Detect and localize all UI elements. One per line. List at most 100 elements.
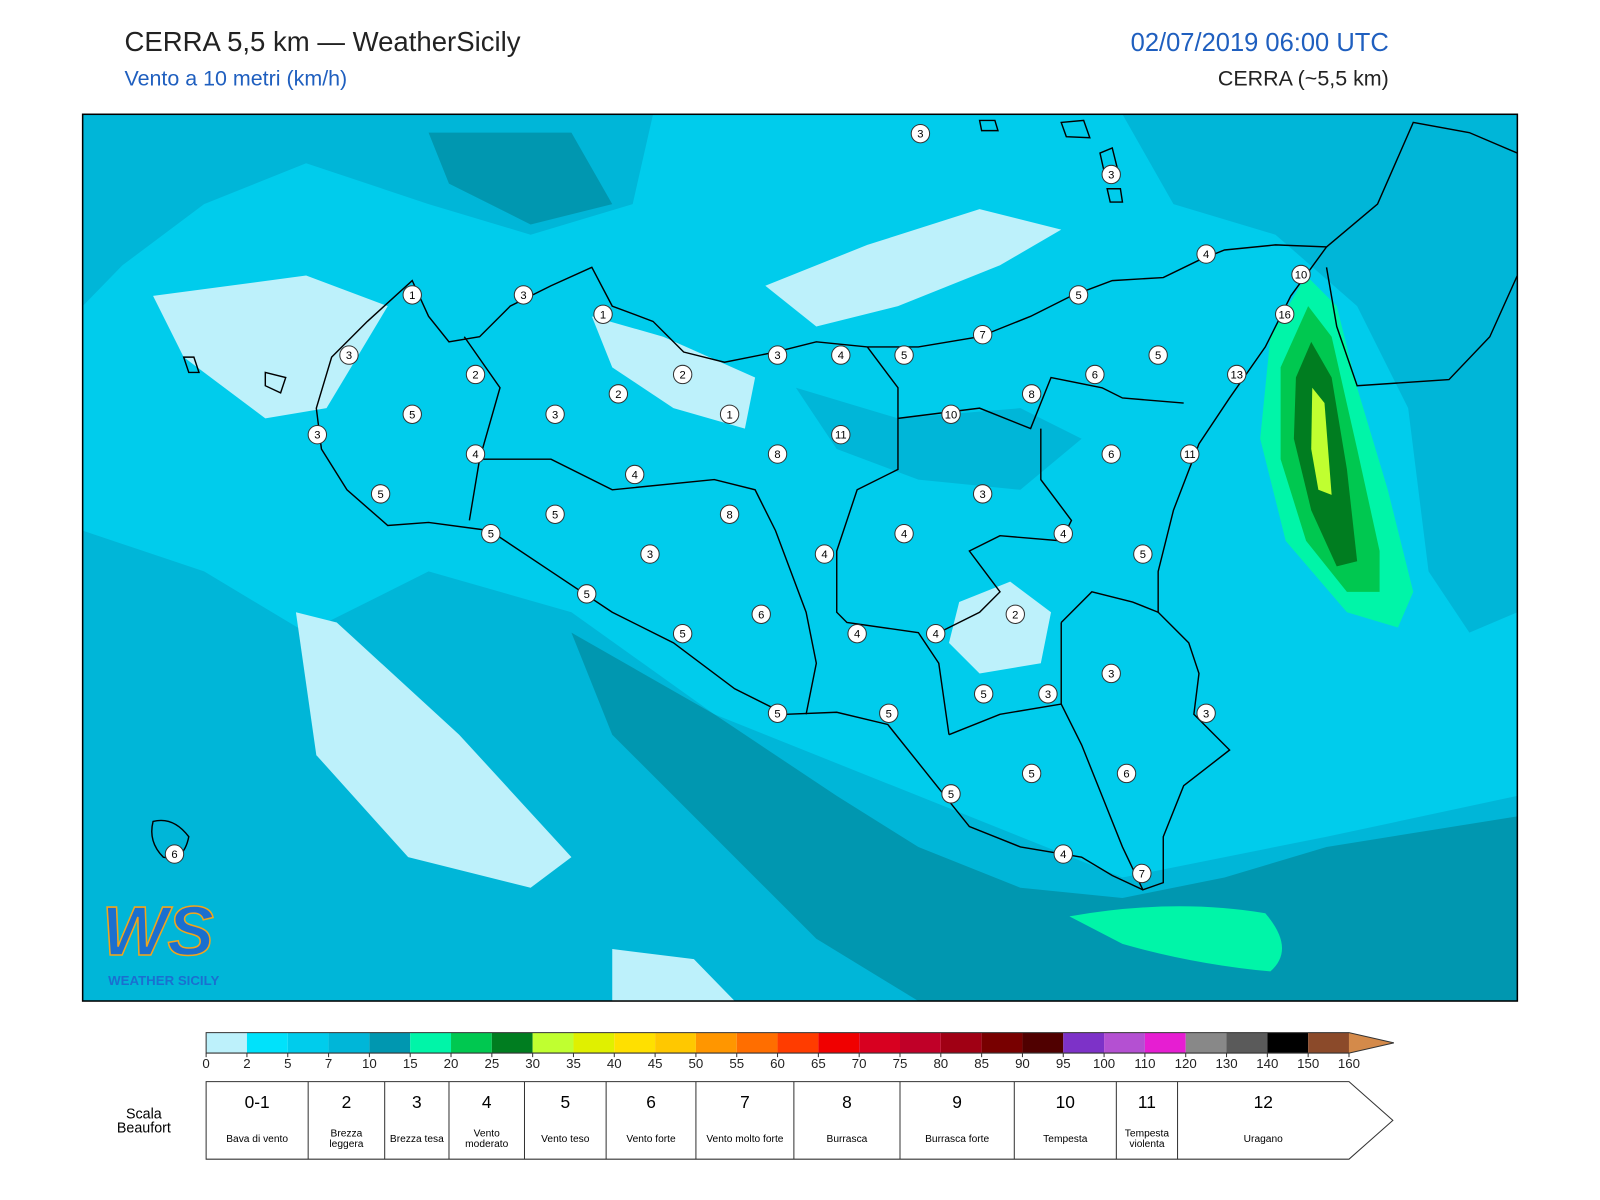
calabria-coast: [1325, 267, 1518, 387]
beaufort-number: 12: [1253, 1092, 1273, 1113]
beaufort-number: 11: [1137, 1092, 1156, 1113]
station-marker: [1085, 364, 1105, 385]
beaufort-label: Uragano: [1243, 1133, 1283, 1145]
beaufort-number: 4: [481, 1092, 492, 1113]
colorbar-tick-label: 20: [444, 1056, 459, 1071]
station-marker: [481, 523, 501, 544]
beaufort-label: Vento moderato: [465, 1128, 509, 1150]
wind-field: WS WEATHER SICILY: [82, 114, 1518, 1002]
station-marker: [972, 484, 993, 504]
station-marker: [831, 424, 851, 445]
station-marker: [767, 703, 788, 723]
station-value: 5: [1029, 768, 1035, 780]
colorbar-swatch: [940, 1032, 982, 1054]
colorbar-swatch: [1308, 1032, 1349, 1054]
colorbar-swatch: [410, 1032, 452, 1054]
station-marker: [972, 324, 993, 345]
beaufort-title: Scala Beaufort: [116, 1105, 171, 1136]
station-marker: [577, 584, 597, 604]
colorbar-tick-label: 80: [933, 1056, 948, 1071]
station-value: 4: [901, 529, 907, 541]
logo: WS WEATHER SICILY: [101, 891, 219, 988]
province-border: [1060, 622, 1144, 891]
field-zone: [82, 571, 225, 919]
colorbar-tick-label: 75: [893, 1056, 908, 1071]
station-value: 7: [980, 330, 986, 342]
station-value: 6: [1108, 449, 1114, 461]
field-zone: [795, 387, 1082, 490]
station-marker: [402, 285, 422, 305]
station-marker: [910, 123, 931, 144]
colorbar-tick-label: 15: [403, 1056, 418, 1071]
colorbar-tick-label: 120: [1175, 1056, 1197, 1071]
beaufort-outline: [205, 1081, 1394, 1160]
station-marker: [370, 484, 391, 504]
field-zone: [948, 581, 1052, 674]
station-marker: [465, 444, 486, 464]
station-marker: [593, 304, 613, 324]
station-marker: [1101, 164, 1121, 185]
station-marker: [1005, 604, 1025, 624]
colorbar-extension: [1348, 1032, 1394, 1054]
field-zone: [612, 948, 735, 1002]
station-value: 3: [1108, 668, 1114, 680]
colorbar-tick-label: 25: [484, 1056, 499, 1071]
colorbar-tick-label: 95: [1056, 1056, 1071, 1071]
station-marker: [672, 623, 693, 644]
colorbar-swatch: [206, 1032, 247, 1054]
field-zone: [1122, 114, 1518, 633]
colorbar-tick-label: 35: [566, 1056, 581, 1071]
station-marker: [894, 523, 914, 544]
station-marker: [941, 404, 961, 424]
colorbar-tick-label: 0: [202, 1056, 209, 1071]
beaufort-number: 3: [412, 1092, 422, 1113]
station-marker: [1274, 304, 1295, 324]
calabria-coast: [1326, 121, 1518, 248]
beaufort-scale: [205, 1081, 1394, 1160]
beaufort-label: Tempesta: [1043, 1133, 1088, 1145]
station-marker: [513, 285, 534, 305]
island: [978, 119, 1124, 203]
field-zone: [295, 612, 572, 888]
station-marker: [1227, 364, 1247, 385]
station-value: 4: [933, 629, 939, 641]
station-value: 3: [552, 409, 558, 421]
colorbar-tick-label: 90: [1015, 1056, 1030, 1071]
station-value: 5: [552, 509, 558, 521]
beaufort-number: 8: [842, 1092, 852, 1113]
station-value: 6: [758, 609, 764, 621]
station-value: 4: [1203, 249, 1209, 261]
station-value: 4: [838, 350, 844, 362]
beaufort-number: 6: [646, 1092, 656, 1113]
station-value: 5: [774, 708, 780, 720]
colorbar-swatch: [1144, 1032, 1186, 1054]
station-value: 3: [346, 350, 352, 362]
station-value: 3: [1045, 689, 1051, 701]
station-value: 5: [377, 489, 383, 501]
colorbar-tick-label: 130: [1215, 1056, 1237, 1071]
station-value: 11: [1184, 449, 1196, 461]
colorbar-swatch: [491, 1032, 533, 1054]
colorbar-swatch: [859, 1032, 900, 1054]
station-value: 10: [945, 409, 957, 421]
colorbar-swatch: [1063, 1032, 1105, 1054]
station-marker: [1180, 444, 1200, 464]
station-marker: [465, 364, 486, 385]
station-marker: [941, 784, 961, 804]
station-value: 5: [1140, 549, 1146, 561]
colorbar-swatch: [818, 1032, 860, 1054]
subtitle: Vento a 10 metri (km/h): [124, 67, 348, 91]
colorbar-tick-label: 110: [1134, 1056, 1155, 1071]
station-value: 5: [886, 708, 892, 720]
station-value: 3: [520, 290, 526, 302]
station-value: 2: [615, 389, 621, 401]
station-marker: [1101, 663, 1121, 684]
station-value: 5: [948, 789, 954, 801]
station-marker: [640, 544, 660, 564]
station-marker: [973, 684, 994, 704]
field-zone: [571, 632, 1518, 1002]
station-value: 3: [1108, 169, 1114, 181]
station-marker: [164, 844, 185, 864]
station-value: 16: [1278, 309, 1290, 321]
